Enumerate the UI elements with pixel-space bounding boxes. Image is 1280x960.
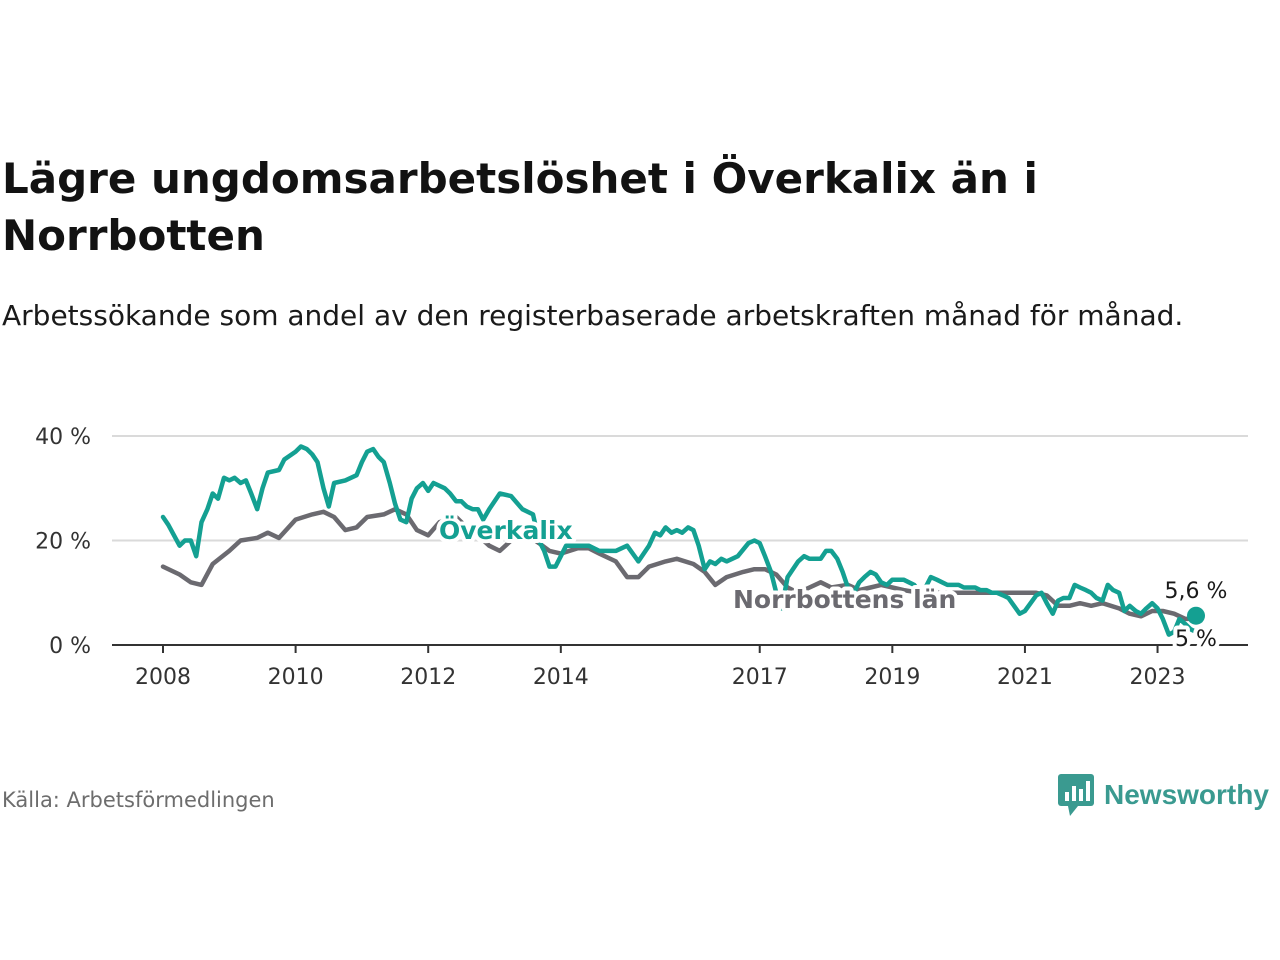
x-tick-label: 2008 — [135, 665, 191, 690]
series-lines — [160, 444, 1199, 637]
end-label-overkalix-halo: 5,6 % — [1165, 579, 1228, 604]
x-axis: 2008 2010 2012 2014 2017 2019 2021 2023 — [112, 644, 1248, 690]
gridlines — [112, 435, 1248, 542]
series-label-overkalix: Överkalix — [439, 515, 573, 545]
end-label-norrbotten-halo: 5 % — [1175, 627, 1217, 652]
source-note: Källa: Arbetsförmedlingen — [2, 788, 275, 812]
newsworthy-logo-icon — [1058, 774, 1094, 816]
brand-logo[interactable]: Newsworthy — [1058, 772, 1269, 818]
x-tick-label: 2012 — [400, 665, 456, 690]
line-chart: 0 % 20 % 40 % 2008 2010 2012 2014 2017 2019 2021… — [35, 425, 1248, 690]
y-tick-label: 40 % — [35, 425, 91, 450]
x-tick-label: 2023 — [1130, 665, 1186, 690]
y-tick-label: 20 % — [35, 530, 91, 555]
x-tick-label: 2017 — [732, 665, 788, 690]
end-point-marker — [1187, 606, 1205, 625]
series-line-overkalix — [160, 444, 1199, 637]
series-label-norrbotten-halo: Norrbottens län — [733, 585, 956, 614]
x-tick-label: 2021 — [997, 665, 1053, 690]
x-tick-label: 2019 — [864, 665, 920, 690]
chart-subtitle: Arbetssökande som andel av den registerb… — [2, 299, 1184, 332]
x-tick-label: 2010 — [268, 665, 324, 690]
end-label-norrbotten: 5 % — [1175, 627, 1217, 652]
series-line-norrbotten — [160, 506, 1199, 622]
chart-title: Lägre ungdomsarbetslöshet i Överkalix än… — [2, 154, 1038, 260]
series-label-norrbotten: Norrbottens län — [733, 585, 956, 614]
end-label-overkalix: 5,6 % — [1165, 579, 1228, 604]
series-label-overkalix-halo: Överkalix — [439, 515, 573, 545]
y-tick-label: 0 % — [49, 634, 91, 659]
y-axis-ticks: 0 % 20 % 40 % — [35, 425, 91, 659]
brand-name: Newsworthy — [1104, 779, 1269, 810]
x-tick-label: 2014 — [533, 665, 589, 690]
